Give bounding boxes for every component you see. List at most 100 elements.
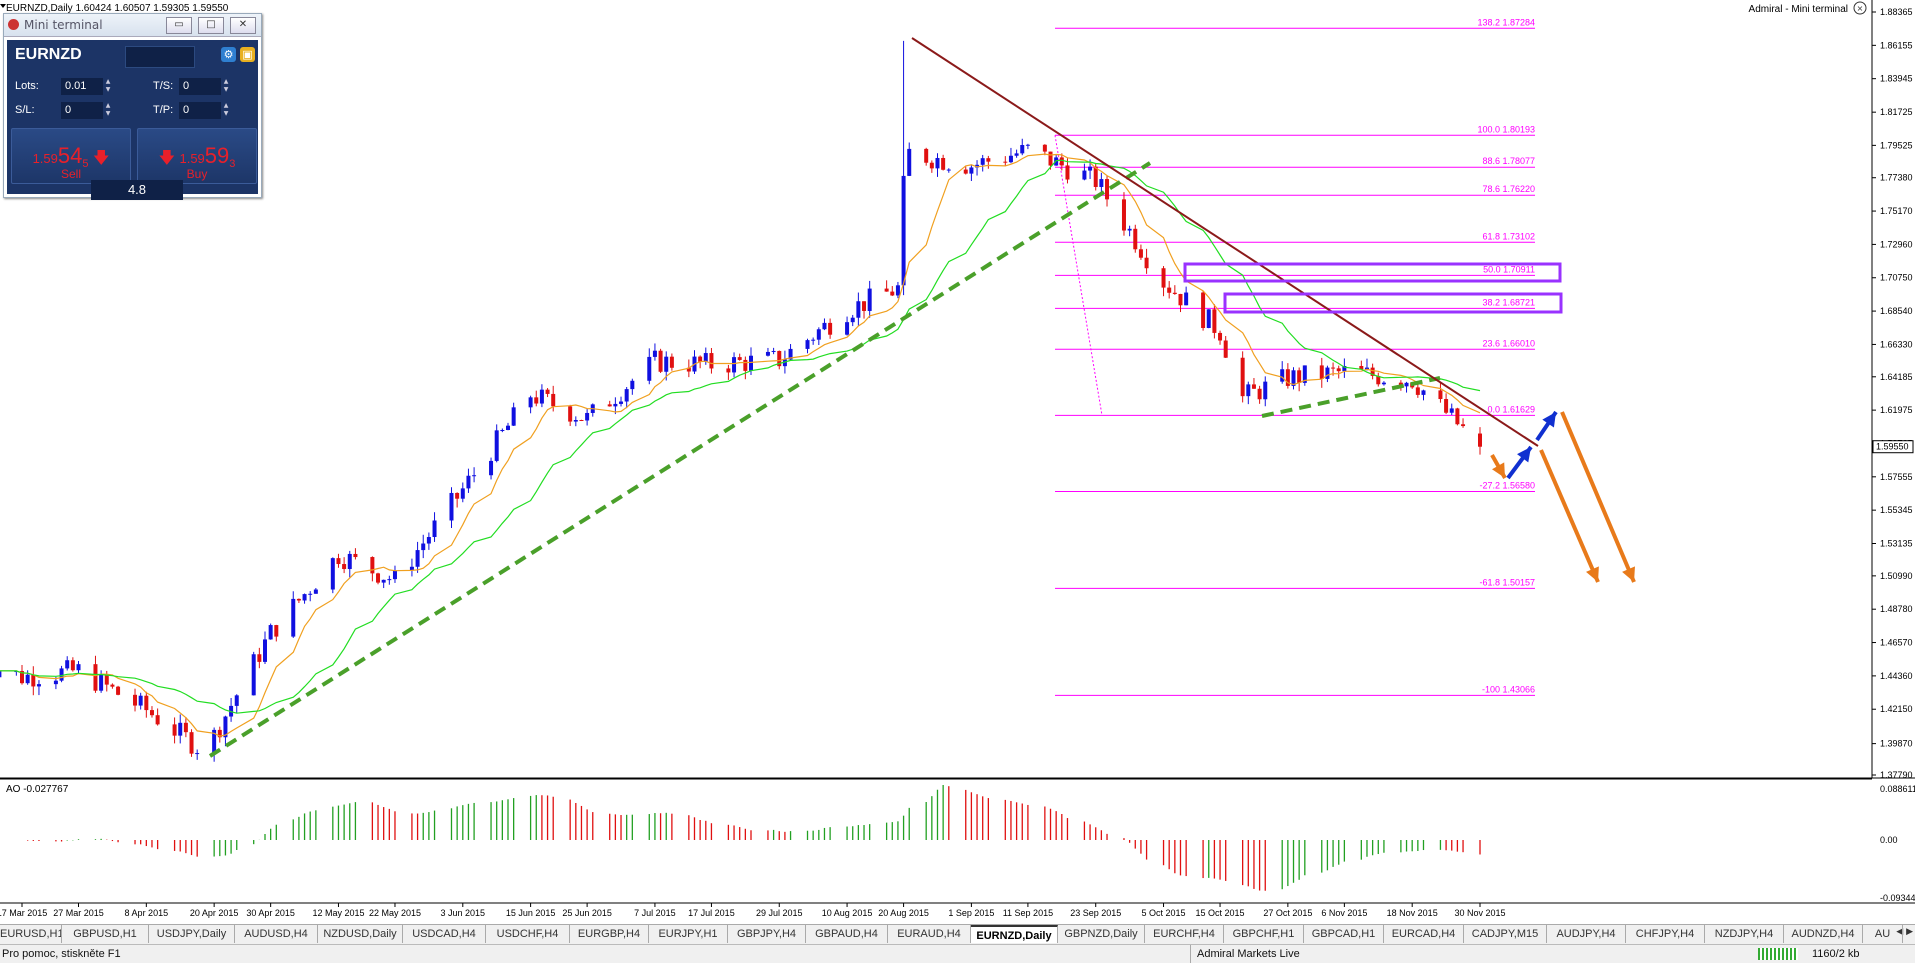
tab-au[interactable]: AU: [1863, 925, 1903, 943]
candle: [1003, 156, 1008, 167]
buy-price: 🡇 1.59593: [158, 143, 236, 171]
ao-label: AO -0.027767: [6, 784, 69, 795]
fib-level-label: 23.6 1.66010: [1482, 338, 1535, 348]
sell-button[interactable]: 1.59545 🡇 Sell: [11, 128, 131, 184]
time-tick-label: 5 Oct 2015: [1142, 908, 1186, 918]
tab-eurnzd-daily[interactable]: EURNZD,Daily: [971, 925, 1058, 943]
candle: [409, 558, 414, 577]
tab-nzdusd-daily[interactable]: NZDUSD,Daily: [318, 925, 403, 943]
fib-level-label: 78.6 1.76220: [1482, 184, 1535, 194]
tab-audusd-h4[interactable]: AUDUSD,H4: [235, 925, 318, 943]
tab-gbpnzd-daily[interactable]: GBPNZD,Daily: [1058, 925, 1145, 943]
tab-euraud-h4[interactable]: EURAUD,H4: [888, 925, 971, 943]
sl-spinner[interactable]: ▲ ▼: [105, 102, 111, 117]
candle: [845, 316, 850, 336]
candle: [1240, 351, 1245, 403]
candle: [924, 147, 929, 166]
candle: [579, 419, 584, 422]
lots-spinner[interactable]: ▲ ▼: [105, 78, 111, 93]
candle: [1263, 376, 1268, 407]
candle: [1376, 372, 1381, 387]
candle: [1099, 172, 1104, 195]
candle: [1449, 403, 1454, 415]
lots-input[interactable]: 0.01: [61, 78, 103, 95]
candle: [765, 347, 770, 357]
candle: [850, 314, 855, 327]
tab-eurgbp-h4[interactable]: EURGBP,H4: [570, 925, 649, 943]
candle: [895, 281, 900, 299]
tab-gbpcad-h1[interactable]: GBPCAD,H1: [1304, 925, 1384, 943]
options-icon[interactable]: ▣: [240, 47, 255, 62]
uptrend-line: [208, 161, 1152, 758]
close-button[interactable]: ✕: [230, 17, 256, 34]
price-tag-label: 1.59550: [1876, 442, 1909, 452]
price-chart[interactable]: 1.88365 1.86155 1.83945 1.81725 1.79525 1.773…: [0, 0, 1915, 924]
price-axis: 1.88365 1.86155 1.83945 1.81725 1.79525 1.773…: [1872, 7, 1913, 780]
candle: [274, 624, 279, 642]
tab-nzdjpy-h4[interactable]: NZDJPY,H4: [1705, 925, 1784, 943]
tab-chfjpy-h4[interactable]: CHFJPY,H4: [1626, 925, 1705, 943]
tab-gbpusd-h1[interactable]: GBPUSD,H1: [62, 925, 149, 943]
arrow-down-icon: 🡇: [92, 150, 110, 167]
candle: [1257, 385, 1262, 404]
candle: [545, 388, 550, 398]
tab-eurcad-h4[interactable]: EURCAD,H4: [1384, 925, 1464, 943]
settings-icon[interactable]: ⚙: [221, 47, 236, 62]
tab-usdchf-h4[interactable]: USDCHF,H4: [486, 925, 570, 943]
tab-gbpjpy-h4[interactable]: GBPJPY,H4: [728, 925, 806, 943]
mini-terminal[interactable]: Mini terminal ▭ □ ✕ EURNZD ⚙ ▣ Lots: 0.0…: [3, 13, 262, 200]
tab-scroll-arrows[interactable]: ◀ ▶: [1896, 927, 1913, 937]
candle: [302, 593, 307, 604]
tab-eurjpy-h1[interactable]: EURJPY,H1: [649, 925, 728, 943]
candle: [1461, 418, 1466, 428]
candle: [669, 353, 674, 371]
connection-bars-icon: [1758, 948, 1798, 960]
tab-audnzd-h4[interactable]: AUDNZD,H4: [1784, 925, 1863, 943]
tp-spinner[interactable]: ▲ ▼: [223, 102, 229, 117]
candle: [336, 553, 341, 568]
symbol-field[interactable]: [125, 46, 195, 68]
candle: [489, 457, 494, 480]
mini-terminal-titlebar[interactable]: Mini terminal ▭ □ ✕: [4, 14, 261, 37]
arrow-down-icon: 🡇: [158, 150, 176, 167]
time-tick-label: 30 Apr 2015: [246, 908, 295, 918]
mini-terminal-body: EURNZD ⚙ ▣ Lots: 0.01 ▲ ▼ T/S: 0 ▲ ▼ S/L: …: [7, 40, 258, 200]
time-tick-label: 20 Apr 2015: [190, 908, 239, 918]
close-x-icon: ×: [1857, 4, 1864, 13]
close-circle-icon[interactable]: [1853, 1, 1867, 15]
tp-label: T/P:: [153, 104, 174, 116]
tab-eurchf-h4[interactable]: EURCHF,H4: [1145, 925, 1224, 943]
candle: [234, 694, 239, 714]
tp-input[interactable]: 0: [179, 102, 221, 119]
candle: [613, 397, 618, 415]
lots-label: Lots:: [15, 80, 39, 92]
tab-audjpy-h4[interactable]: AUDJPY,H4: [1547, 925, 1626, 943]
price-tick-label: 1.66330: [1880, 339, 1913, 349]
ts-spinner[interactable]: ▲ ▼: [223, 78, 229, 93]
ts-label: T/S:: [153, 80, 174, 92]
tab-eurusd-h1[interactable]: EURUSD,H1: [0, 925, 62, 943]
maximize-button[interactable]: □: [198, 17, 224, 34]
candle: [743, 356, 748, 380]
tab-cadjpy-m15[interactable]: CADJPY,M15: [1464, 925, 1547, 943]
tab-gbpchf-h1[interactable]: GBPCHF,H1: [1224, 925, 1304, 943]
price-tag-box: [1872, 440, 1914, 454]
time-tick-label: 7 Jul 2015: [634, 908, 676, 918]
tab-gbpaud-h4[interactable]: GBPAUD,H4: [806, 925, 888, 943]
ts-input[interactable]: 0: [179, 78, 221, 95]
candle: [963, 166, 968, 175]
candle: [460, 482, 465, 503]
minimize-button[interactable]: ▭: [166, 17, 192, 34]
candle: [1302, 365, 1307, 386]
candle: [511, 402, 516, 427]
candle: [703, 347, 708, 365]
profile-name: Admiral Markets Live: [1190, 945, 1300, 963]
tab-usdcad-h4[interactable]: USDCAD,H4: [403, 925, 486, 943]
candle: [217, 726, 222, 743]
tab-usdjpy-daily[interactable]: USDJPY,Daily: [149, 925, 235, 943]
candle: [975, 160, 980, 176]
sl-input[interactable]: 0: [61, 102, 103, 119]
candle: [1421, 389, 1426, 401]
buy-button[interactable]: 🡇 1.59593 Buy: [137, 128, 257, 184]
symbol-name: EURNZD: [15, 46, 82, 63]
